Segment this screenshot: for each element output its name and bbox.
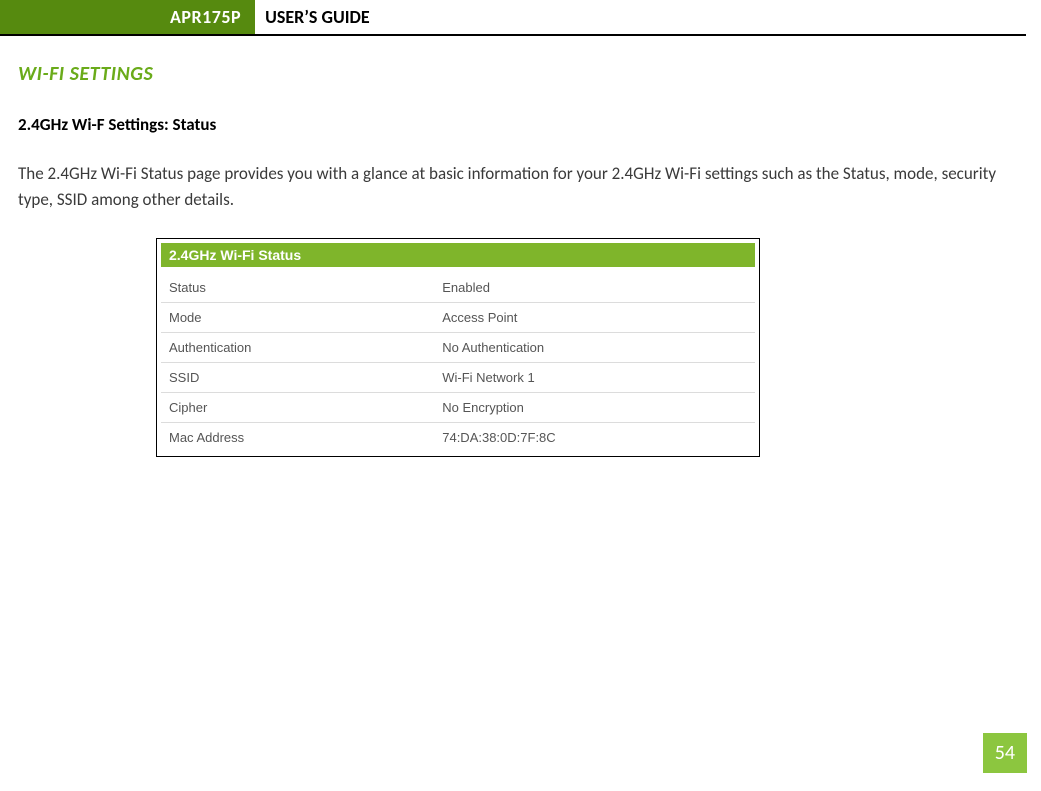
row-label: Mode — [161, 302, 434, 332]
row-value: Access Point — [434, 302, 755, 332]
document-title: USER’S GUIDE — [255, 0, 370, 34]
page-content: WI-FI SETTINGS 2.4GHz Wi-F Settings: Sta… — [0, 36, 1041, 457]
row-value: 74:DA:38:0D:7F:8C — [434, 422, 755, 452]
row-label: Cipher — [161, 392, 434, 422]
row-value: No Encryption — [434, 392, 755, 422]
panel-title: 2.4GHz Wi-Fi Status — [161, 243, 755, 267]
row-value: No Authentication — [434, 332, 755, 362]
status-table: Status Enabled Mode Access Point Authent… — [161, 273, 755, 452]
section-heading: WI-FI SETTINGS — [18, 62, 1023, 86]
document-header: APR175P USER’S GUIDE — [0, 0, 1026, 36]
wifi-status-panel: 2.4GHz Wi-Fi Status Status Enabled Mode … — [156, 238, 760, 457]
table-row: Mac Address 74:DA:38:0D:7F:8C — [161, 422, 755, 452]
sub-heading: 2.4GHz Wi-F Settings: Status — [18, 114, 1023, 135]
row-value: Wi-Fi Network 1 — [434, 362, 755, 392]
row-value: Enabled — [434, 273, 755, 303]
table-row: Mode Access Point — [161, 302, 755, 332]
page-number: 54 — [983, 733, 1027, 773]
row-label: Authentication — [161, 332, 434, 362]
row-label: Status — [161, 273, 434, 303]
table-row: Status Enabled — [161, 273, 755, 303]
table-row: Authentication No Authentication — [161, 332, 755, 362]
table-row: SSID Wi-Fi Network 1 — [161, 362, 755, 392]
product-badge: APR175P — [0, 0, 255, 34]
row-label: Mac Address — [161, 422, 434, 452]
table-row: Cipher No Encryption — [161, 392, 755, 422]
body-paragraph: The 2.4GHz Wi-Fi Status page provides yo… — [18, 161, 1023, 214]
row-label: SSID — [161, 362, 434, 392]
